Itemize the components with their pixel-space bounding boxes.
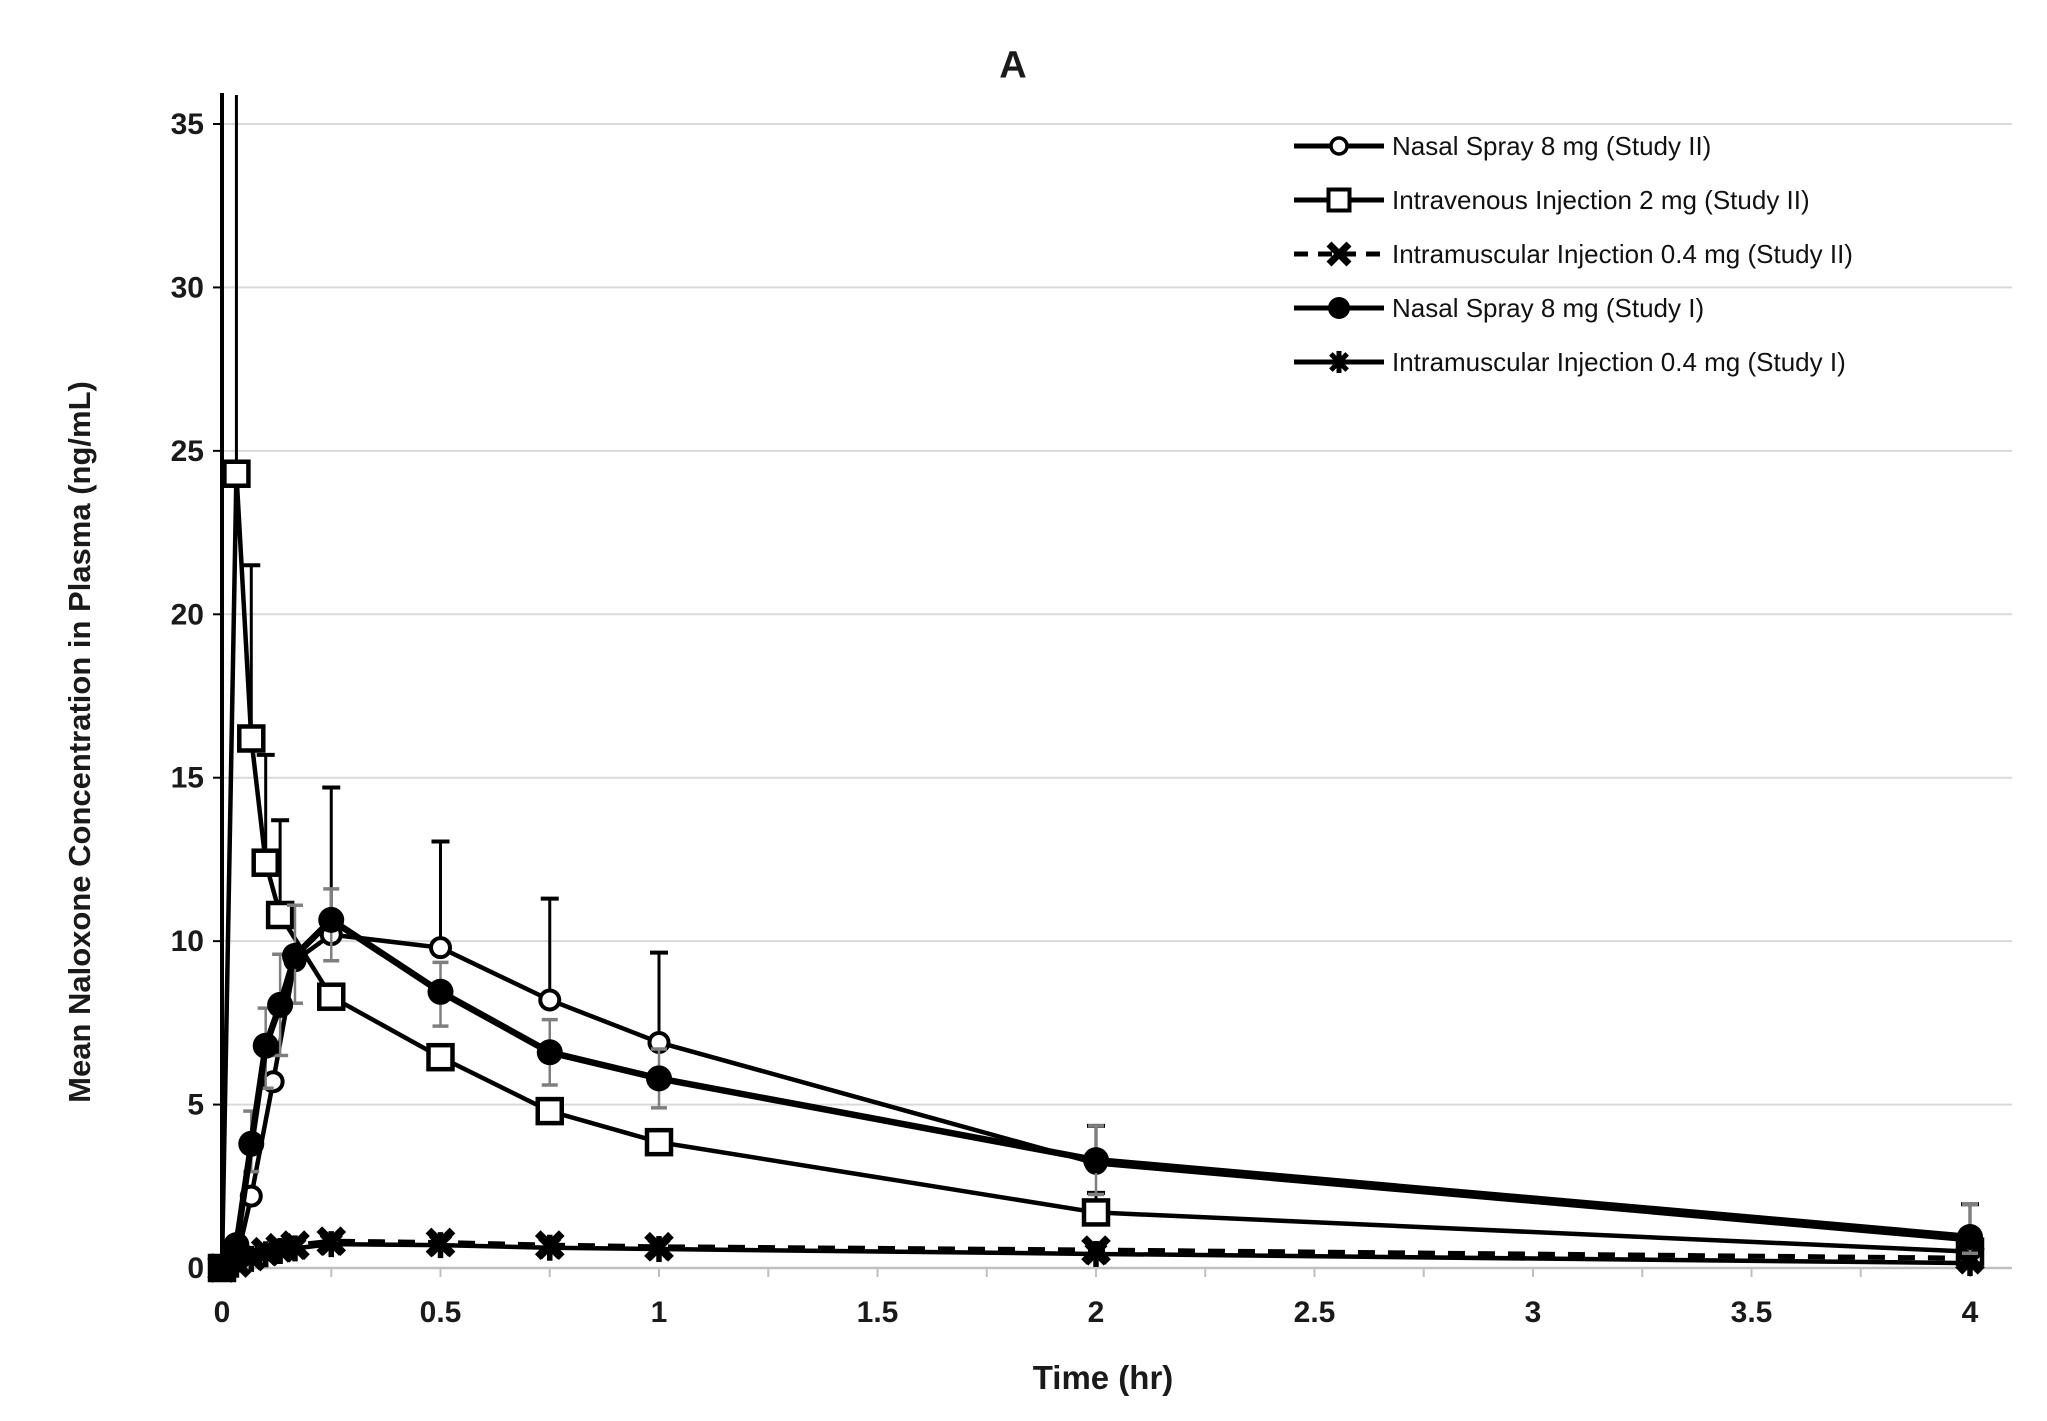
y-tick-label: 30 — [171, 271, 204, 304]
x-tick-label: 2 — [1088, 1296, 1105, 1329]
legend-entry: Nasal Spray 8 mg (Study II) — [1294, 131, 1711, 161]
legend: Nasal Spray 8 mg (Study II) Intravenous I… — [1294, 131, 1853, 377]
x-tick-label: 1 — [651, 1296, 668, 1329]
series-asterisk — [210, 1231, 1982, 1281]
panel-title: A — [999, 44, 1027, 87]
y-tick-label: 20 — [171, 598, 204, 631]
y-axis-title: Mean Naloxone Concentration in Plasma (n… — [62, 381, 97, 1103]
series-filled-circle — [209, 887, 1983, 1281]
y-tick-label: 35 — [171, 108, 204, 141]
legend-entry: Nasal Spray 8 mg (Study I) — [1294, 293, 1704, 323]
y-tick-label: 0 — [187, 1252, 204, 1285]
x-tick-label: 0 — [214, 1296, 231, 1329]
x-tick-label: 4 — [1962, 1296, 1979, 1329]
x-tick-label: 3 — [1525, 1296, 1542, 1329]
legend-label: Nasal Spray 8 mg (Study I) — [1392, 293, 1704, 323]
x-axis-title: Time (hr) — [1032, 1359, 1174, 1396]
y-tick-labels: 0 5 10 15 20 25 30 35 — [171, 108, 204, 1285]
legend-entry: Intramuscular Injection 0.4 mg (Study I) — [1294, 347, 1846, 377]
legend-label: Intramuscular Injection 0.4 mg (Study I) — [1392, 347, 1846, 377]
legend-label: Nasal Spray 8 mg (Study II) — [1392, 131, 1711, 161]
legend-label: Intramuscular Injection 0.4 mg (Study II… — [1392, 239, 1853, 269]
x-tick-label: 0.5 — [420, 1296, 462, 1329]
x-axis — [221, 1266, 2012, 1277]
y-tick-label: 10 — [171, 925, 204, 958]
x-tick-labels: 0 0.5 1 1.5 2 2.5 3 3.5 4 — [214, 1296, 1979, 1329]
gridlines — [222, 123, 2012, 1106]
x-tick-label: 3.5 — [1731, 1296, 1773, 1329]
x-tick-label: 2.5 — [1294, 1296, 1336, 1329]
series-open-square — [207, 95, 1985, 1283]
legend-entry: Intravenous Injection 2 mg (Study II) — [1294, 185, 1810, 215]
legend-entry: Intramuscular Injection 0.4 mg (Study II… — [1294, 239, 1853, 269]
y-tick-label: 15 — [171, 762, 204, 795]
x-tick-label: 1.5 — [857, 1296, 899, 1329]
legend-label: Intravenous Injection 2 mg (Study II) — [1392, 185, 1810, 215]
y-tick-label: 5 — [187, 1089, 204, 1122]
y-axis — [213, 93, 224, 1270]
y-tick-label: 25 — [171, 435, 204, 468]
